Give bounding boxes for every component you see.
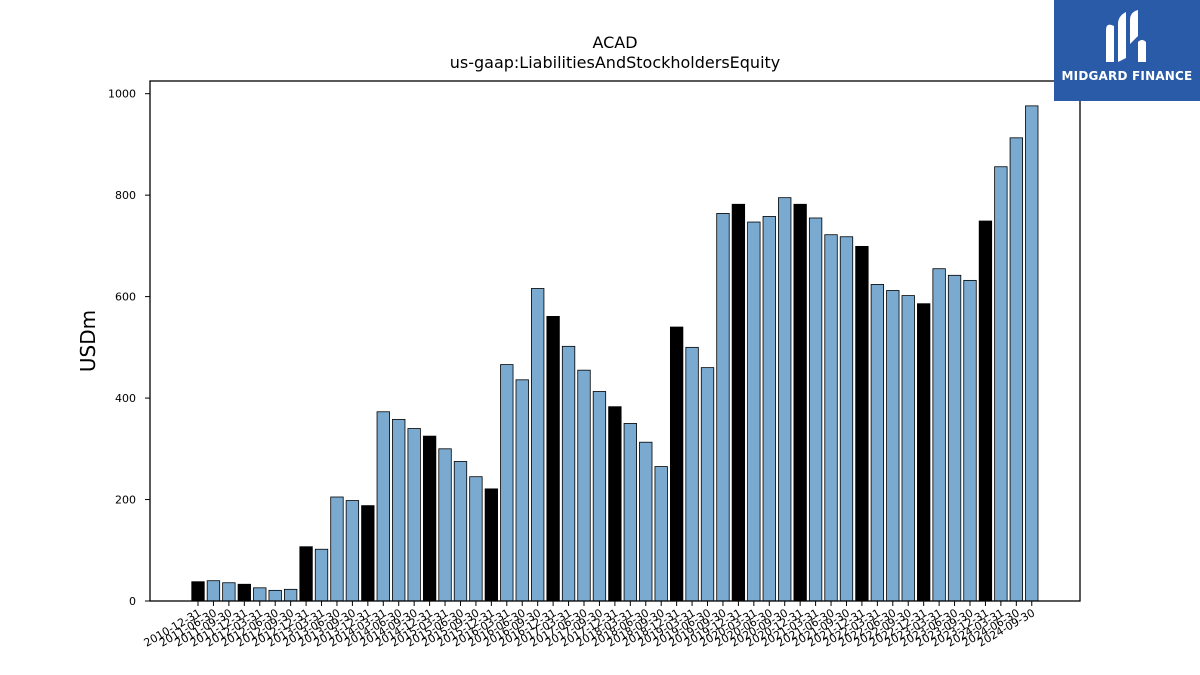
bar-2020-06-30 (762, 216, 776, 602)
bar-2022-09-30 (901, 295, 915, 602)
bar-2017-09-30 (592, 391, 607, 602)
bar-2023-09-30 (963, 279, 977, 602)
bar-2024-06-30 (1009, 137, 1023, 602)
bar-2012-09-30 (283, 588, 298, 602)
bar-2011-09-30 (222, 582, 236, 602)
bar-2023-12-31 (978, 220, 993, 602)
bar-2019-03-31 (685, 346, 699, 602)
bar-2017-12-31 (608, 406, 622, 602)
bar-2020-12-31 (793, 203, 807, 602)
logo-mark-icon (1106, 10, 1146, 63)
x-axis-ticks: 2010-12-312011-06-302011-09-302011-12-31… (142, 601, 1037, 650)
y-axis-label: USDm (76, 310, 100, 372)
bar-2013-09-30 (345, 500, 360, 602)
bar-2015-09-30 (469, 476, 483, 602)
bar-2022-03-31 (870, 284, 885, 602)
bar-2015-12-31 (484, 488, 499, 602)
bar-2019-06-30 (700, 367, 715, 602)
bar-2013-03-31 (314, 548, 329, 602)
bar-2024-09-30 (1025, 105, 1039, 602)
y-axis-ticks: 0 200 400 600 800 1000 (108, 88, 150, 608)
bar-2016-03-31 (500, 364, 514, 602)
bar-2016-12-31 (546, 315, 560, 602)
bar-2020-09-30 (778, 197, 792, 602)
bar-2016-06-30 (515, 379, 529, 602)
bar-2012-03-31 (253, 587, 267, 602)
bar-2011-06-30 (206, 580, 221, 602)
bar-2023-03-31 (932, 268, 946, 602)
y-tick-label: 400 (115, 392, 136, 405)
bar-2017-06-30 (577, 369, 591, 602)
bar-2015-03-31 (438, 448, 452, 602)
bar-2014-09-30 (407, 428, 421, 602)
chart-subtitle: us-gaap:LiabilitiesAndStockholdersEquity (450, 53, 781, 72)
bar-2013-12-31 (361, 505, 375, 602)
bar-2010-12-31 (191, 581, 205, 602)
bar-2021-06-30 (824, 234, 838, 602)
bar-2019-09-30 (716, 213, 730, 602)
bar-2018-09-30 (654, 466, 668, 602)
midgard-finance-logo: MIDGARD FINANCE (1054, 0, 1200, 101)
bar-2018-12-31 (669, 326, 684, 602)
bar-2014-12-31 (422, 435, 437, 602)
bar-2012-12-31 (299, 546, 313, 602)
bar-2011-12-31 (237, 583, 251, 602)
bar-2013-06-30 (330, 496, 344, 602)
plot-frame (149, 80, 1081, 602)
bar-2017-03-31 (561, 345, 576, 602)
bar-2018-06-30 (639, 441, 653, 602)
bar-2023-06-30 (947, 274, 962, 602)
y-tick-label: 200 (115, 494, 136, 507)
bar-2015-06-30 (453, 461, 468, 602)
y-tick-label: 800 (115, 189, 136, 202)
bars-group (191, 105, 1039, 602)
bar-2022-06-30 (886, 290, 900, 602)
bar-2018-03-31 (623, 423, 637, 602)
bar-2016-09-30 (531, 288, 545, 602)
bar-2021-03-31 (808, 217, 823, 602)
bar-2014-06-30 (392, 418, 406, 602)
y-tick-label: 600 (115, 291, 136, 304)
y-tick-label: 1000 (108, 88, 136, 101)
y-tick-label: 0 (129, 595, 136, 608)
bar-2021-12-31 (855, 245, 869, 602)
chart-title: ACAD (592, 33, 637, 52)
bar-2020-03-31 (747, 221, 761, 602)
bar-2019-12-31 (731, 203, 746, 602)
bar-2014-03-31 (376, 411, 390, 602)
bar-2024-03-31 (994, 166, 1008, 602)
bar-2021-09-30 (839, 236, 854, 602)
bar-2012-06-30 (268, 589, 282, 602)
bar-2022-12-31 (917, 303, 931, 602)
logo-text: MIDGARD FINANCE (1061, 69, 1193, 83)
